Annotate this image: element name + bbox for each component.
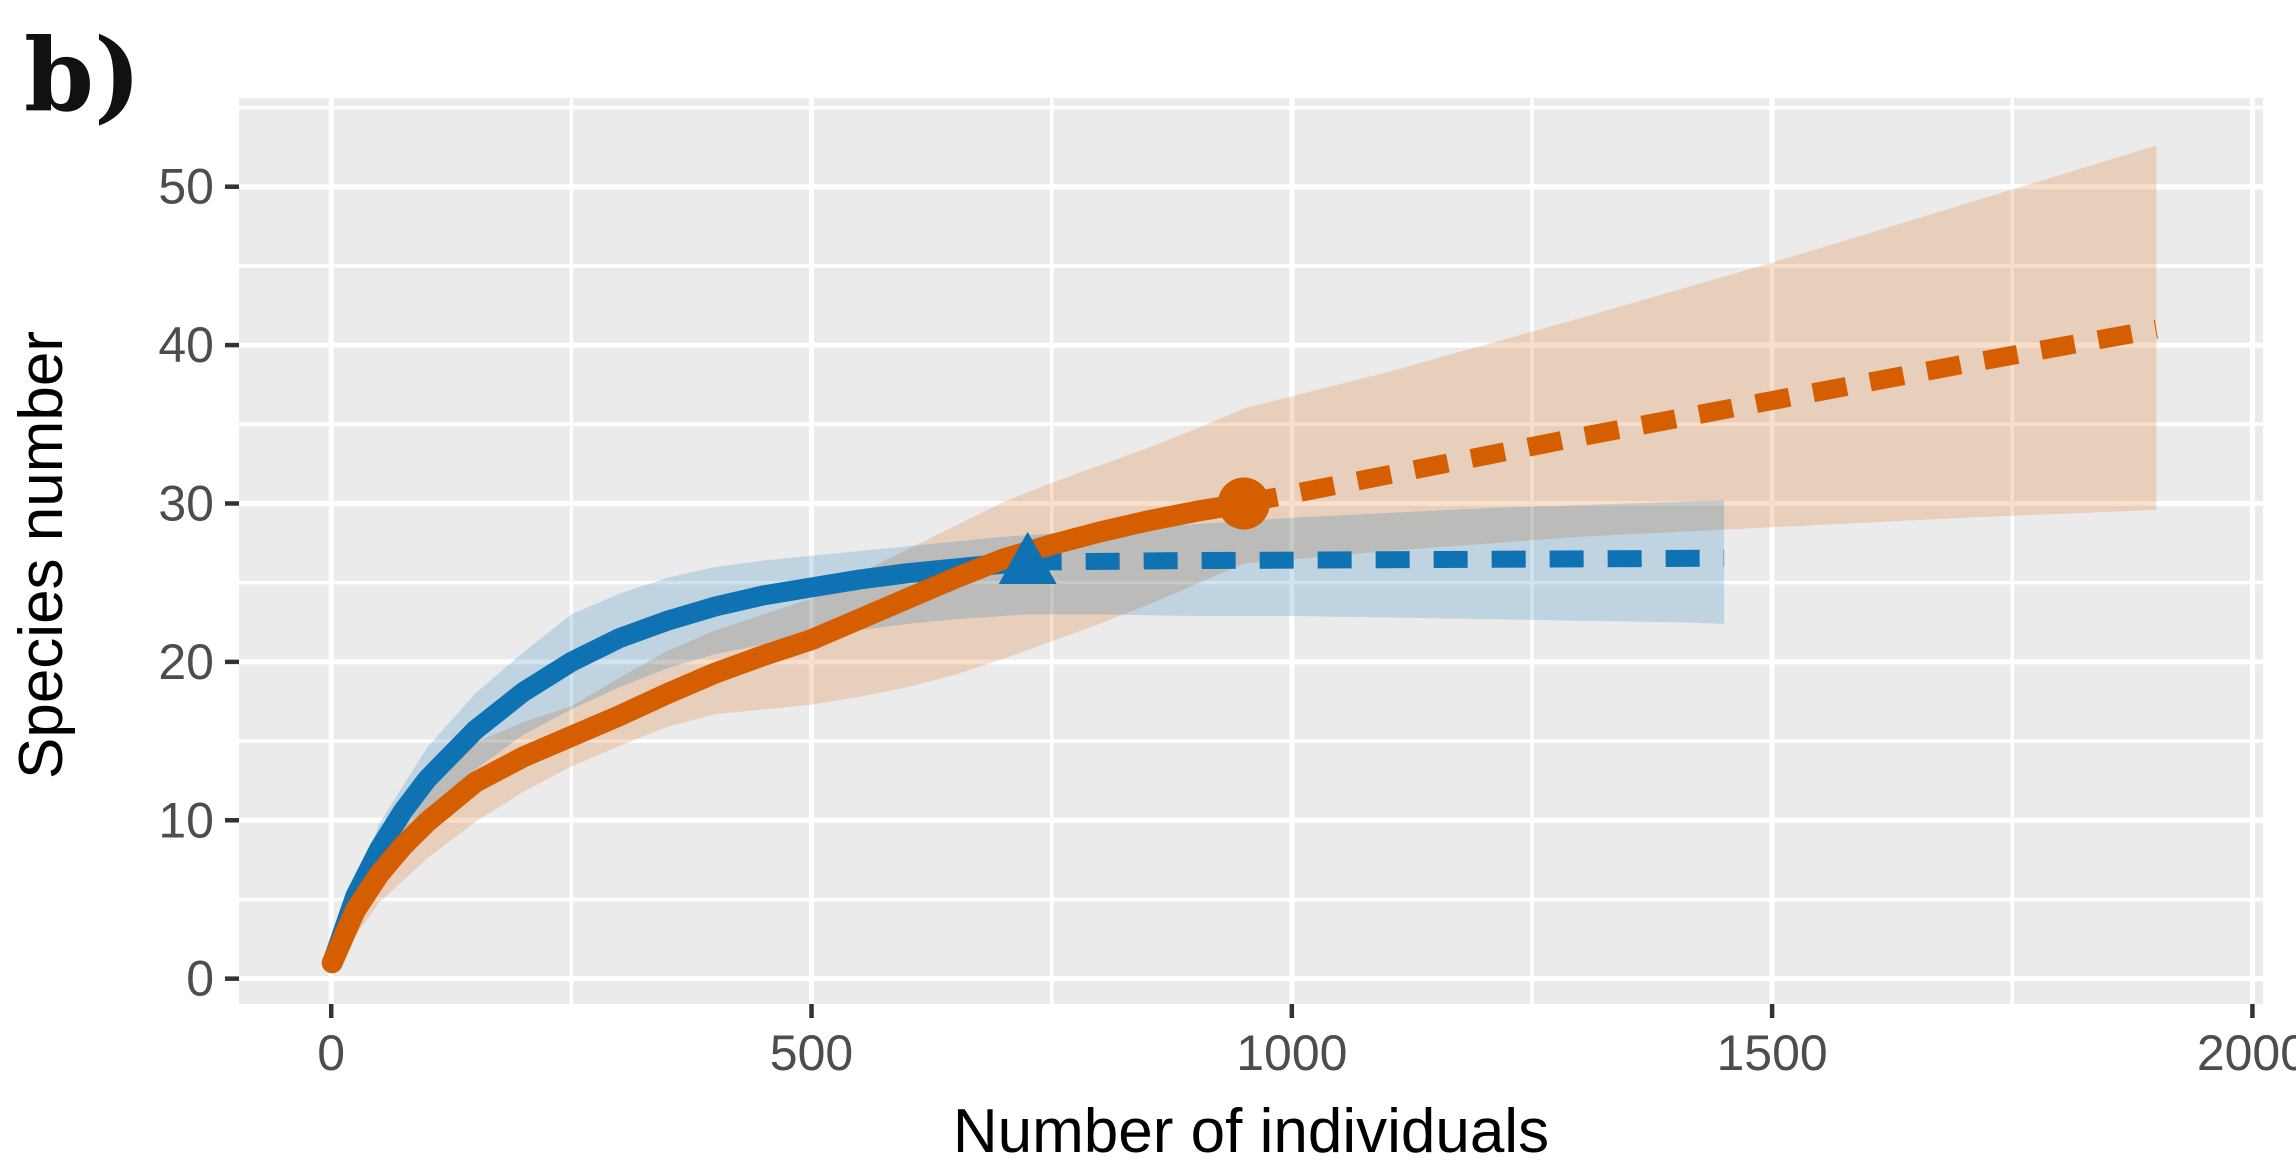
extrapolation-blue-line xyxy=(1027,549,1725,571)
x-tick-label: 0 xyxy=(317,1025,345,1081)
y-tick-label: 0 xyxy=(186,951,214,1007)
gridlines xyxy=(239,98,2263,1004)
x-tick-label: 1500 xyxy=(1717,1025,1828,1081)
panel-label: b) xyxy=(24,16,141,134)
y-tick-label: 30 xyxy=(158,475,214,531)
y-axis-title: Species number xyxy=(7,331,76,779)
y-tick-label: 20 xyxy=(158,634,214,690)
plot-panel xyxy=(239,98,2263,1004)
y-tick-label: 50 xyxy=(158,159,214,215)
axes: 0 500 1000 1500 2000 0 10 20 30 40 50 xyxy=(158,159,2296,1081)
x-axis-title: Number of individuals xyxy=(953,1097,1549,1166)
chart-series xyxy=(321,145,2159,974)
y-tick-label: 40 xyxy=(158,317,214,373)
rarefaction-blue-line xyxy=(322,552,1038,973)
x-tick-label: 2000 xyxy=(2197,1025,2296,1081)
panel-background xyxy=(239,98,2263,1004)
x-tick-label: 1000 xyxy=(1236,1025,1347,1081)
ci-orange-ribbon xyxy=(332,145,2157,968)
y-tick-label: 10 xyxy=(158,792,214,848)
endpoint-orange-marker xyxy=(1217,477,1270,530)
extrapolation-orange-line xyxy=(1241,319,2159,513)
x-tick-label: 500 xyxy=(770,1025,853,1081)
endpoint-blue-marker xyxy=(998,531,1057,585)
rarefaction-orange-line xyxy=(321,492,1255,974)
